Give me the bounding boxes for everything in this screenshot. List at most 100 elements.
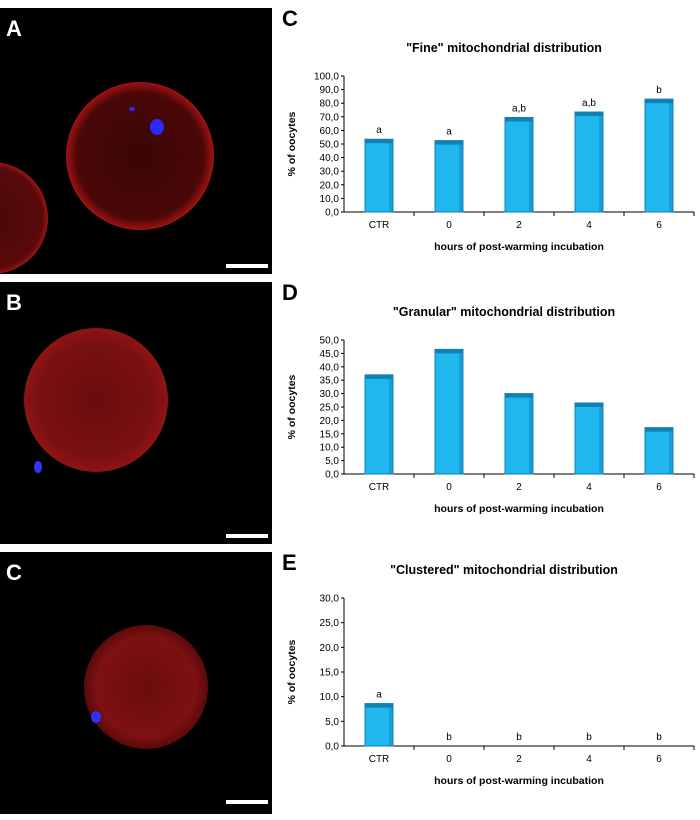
chromatin-b [34,461,42,473]
chart-e-bar-annotation: b [446,732,452,743]
chart-e-y-tick-label: 10,0 [320,692,340,703]
clustered-distribution-chart: "Clustered" mitochondrial distribution 0,… [286,563,695,787]
chart-e-bar [364,703,394,747]
chart-e-y-tick-label: 15,0 [320,668,340,679]
chart-d-x-tick-label: 0 [446,482,452,493]
chromatin-a [150,119,164,135]
chart-d-bar [504,393,534,475]
chart-c-y-tick-label: 20,0 [320,180,340,191]
chart-d-y-tick-label: 5,0 [325,456,339,467]
chart-c-bar-annotation: a [446,127,452,138]
chart-e-bar-annotation: b [516,732,522,743]
chart-c-x-tick-label: 6 [656,220,662,231]
chart-c-x-tick-label: 4 [586,220,592,231]
chart-c-y-tick-label: 40,0 [320,153,340,164]
chart-panel-label-e: E [282,550,297,575]
chart-c-bar [574,111,604,213]
micrograph-c: C [0,552,272,814]
chart-c-y-tick-label: 0,0 [325,208,339,219]
chart-panel-e: E "Clustered" mitochondrial distribution… [280,552,700,814]
chart-e-bar-annotation: b [586,732,592,743]
chromatin-c [91,711,101,723]
micrograph-c-image [84,625,208,749]
chart-c-y-tick-label: 100,0 [314,72,339,83]
chart-c-x-tick-label: 2 [516,220,522,231]
chart-d-bar [364,374,394,475]
chart-c-y-tick-label: 60,0 [320,126,340,137]
chart-d-x-tick-label: CTR [369,482,390,493]
oocyte-c [84,625,208,749]
chart-c-bar-annotation: b [656,85,662,96]
chart-d-y-tick-label: 20,0 [320,416,340,427]
chart-e-bar-annotation: a [376,690,382,701]
chart-d-y-tick-label: 40,0 [320,362,340,373]
chart-c-y-tick-label: 30,0 [320,167,340,178]
chart-e-x-tick-label: 2 [516,754,522,765]
chart-d-bar [574,402,604,475]
chart-d-bar [644,427,674,475]
chart-e-y-label: % of oocytes [286,639,298,704]
chart-d-y-label: % of oocytes [286,374,298,439]
chart-d-y-tick-label: 0,0 [325,470,339,481]
chart-d-y-tick-label: 25,0 [320,403,340,414]
chart-c-bar-annotation: a,b [512,103,526,114]
micrograph-b: B [0,282,272,544]
chart-panel-c: C "Fine" mitochondrial distribution 0,0 10… [280,8,700,270]
chart-c-y-tick-label: 70,0 [320,112,340,123]
chart-d-bar [434,348,464,475]
oocyte-a-neighbor [0,162,48,274]
chart-panel-d: D "Granular" mitochondrial distribution 0… [280,282,700,544]
panel-label-a: A [6,16,22,41]
chart-c-bar [434,140,464,213]
oocyte-a [66,82,214,230]
scale-bar-c [226,800,268,804]
chart-c-bar [504,116,534,213]
chart-e-y-tick-label: 0,0 [325,742,339,753]
chart-c-bar [364,138,394,213]
micrograph-b-image [24,328,168,473]
chart-e-y-tick-label: 20,0 [320,643,340,654]
scale-bar-a [226,264,268,268]
chart-c-y-tick-label: 90,0 [320,85,340,96]
chart-e-x-tick-label: 4 [586,754,592,765]
chart-e-x-tick-label: CTR [369,754,390,765]
chart-e-y-tick-label: 5,0 [325,717,339,728]
chart-e-y-tick-label: 30,0 [320,594,340,605]
chart-c-title: "Fine" mitochondrial distribution [406,41,602,55]
chart-c-x-label: hours of post-warming incubation [434,241,604,253]
chart-e-x-tick-label: 6 [656,754,662,765]
chart-c-y-tick-label: 50,0 [320,140,340,151]
chart-c-y-tick-label: 10,0 [320,194,340,205]
chart-c-x-tick-label: 0 [446,220,452,231]
chart-c-bar-annotation: a [376,125,382,136]
chart-d-x-label: hours of post-warming incubation [434,503,604,515]
chart-d-y-tick-label: 45,0 [320,349,340,360]
chart-d-x-tick-label: 6 [656,482,662,493]
chart-d-y-tick-label: 30,0 [320,389,340,400]
chart-d-y-tick-label: 50,0 [320,336,340,347]
panel-label-c: C [6,560,22,585]
chart-e-title: "Clustered" mitochondrial distribution [390,563,618,577]
chart-panel-label-d: D [282,280,298,305]
chart-panel-label-c: C [282,6,298,31]
chart-c-x-tick-label: CTR [369,220,390,231]
chart-c-bar-annotation: a,b [582,98,596,109]
fine-distribution-chart: "Fine" mitochondrial distribution 0,0 10,0… [286,41,695,253]
micrograph-a: A [0,8,272,274]
chart-e-x-label: hours of post-warming incubation [434,775,604,787]
chart-d-y-tick-label: 35,0 [320,376,340,387]
micrograph-a-image [0,82,214,274]
chart-d-y-tick-label: 15,0 [320,429,340,440]
polar-body-a [129,107,135,111]
chart-e-bar-annotation: b [656,732,662,743]
chart-c-y-label: % of oocytes [286,111,298,176]
chart-e-y-tick-label: 25,0 [320,618,340,629]
chart-d-x-tick-label: 4 [586,482,592,493]
chart-d-x-tick-label: 2 [516,482,522,493]
chart-e-x-tick-label: 0 [446,754,452,765]
chart-d-title: "Granular" mitochondrial distribution [393,305,615,319]
chart-d-y-tick-label: 10,0 [320,443,340,454]
panel-label-b: B [6,290,22,315]
chart-c-bar [644,98,674,213]
chart-c-y-tick-label: 80,0 [320,99,340,110]
